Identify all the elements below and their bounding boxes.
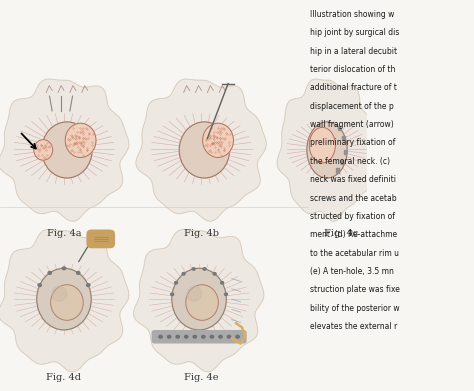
FancyBboxPatch shape bbox=[152, 331, 246, 343]
Ellipse shape bbox=[187, 286, 202, 301]
Ellipse shape bbox=[51, 285, 83, 320]
Circle shape bbox=[213, 273, 216, 275]
Ellipse shape bbox=[52, 286, 67, 301]
Ellipse shape bbox=[34, 140, 53, 160]
Text: additional fracture of t: additional fracture of t bbox=[310, 83, 397, 92]
Circle shape bbox=[176, 335, 179, 338]
Polygon shape bbox=[134, 230, 264, 372]
Bar bbox=[341, 160, 343, 164]
Text: (e) A ten-hole, 3.5 mn: (e) A ten-hole, 3.5 mn bbox=[310, 267, 394, 276]
Text: elevates the external r: elevates the external r bbox=[310, 322, 398, 331]
Circle shape bbox=[228, 335, 231, 338]
Text: screws and the acetab: screws and the acetab bbox=[310, 194, 397, 203]
Text: terior dislocation of th: terior dislocation of th bbox=[310, 65, 396, 74]
Bar bbox=[336, 169, 338, 172]
Ellipse shape bbox=[65, 123, 96, 158]
Circle shape bbox=[202, 335, 205, 338]
Circle shape bbox=[159, 335, 162, 338]
Ellipse shape bbox=[309, 127, 336, 163]
Circle shape bbox=[236, 335, 239, 338]
Text: structed by fixation of: structed by fixation of bbox=[310, 212, 395, 221]
FancyBboxPatch shape bbox=[87, 230, 114, 248]
Circle shape bbox=[87, 284, 90, 287]
Bar bbox=[337, 126, 340, 130]
Bar bbox=[344, 150, 346, 154]
Text: Fig. 4e: Fig. 4e bbox=[184, 373, 219, 382]
Ellipse shape bbox=[202, 123, 233, 158]
Circle shape bbox=[192, 268, 195, 270]
Polygon shape bbox=[277, 79, 376, 221]
Circle shape bbox=[210, 335, 214, 338]
Ellipse shape bbox=[36, 268, 91, 330]
Text: struction plate was fixe: struction plate was fixe bbox=[310, 285, 401, 294]
Circle shape bbox=[225, 293, 228, 296]
Text: to the acetabular rim u: to the acetabular rim u bbox=[310, 249, 400, 258]
Ellipse shape bbox=[179, 122, 229, 178]
Bar bbox=[367, 0, 474, 391]
Ellipse shape bbox=[172, 268, 226, 330]
Circle shape bbox=[184, 335, 188, 338]
Text: hip joint by surgical dis: hip joint by surgical dis bbox=[310, 28, 400, 37]
Text: Fig. 4c: Fig. 4c bbox=[324, 229, 358, 238]
Circle shape bbox=[221, 282, 224, 284]
Circle shape bbox=[203, 268, 206, 270]
Circle shape bbox=[63, 267, 65, 270]
Circle shape bbox=[77, 271, 80, 274]
Polygon shape bbox=[0, 230, 129, 372]
Text: neck was fixed definiti: neck was fixed definiti bbox=[310, 175, 396, 184]
Text: bility of the posterior w: bility of the posterior w bbox=[310, 304, 400, 313]
Text: the femoral neck. (c): the femoral neck. (c) bbox=[310, 157, 391, 166]
Text: ment. (d) Re-attachme: ment. (d) Re-attachme bbox=[310, 230, 398, 239]
Text: Fig. 4d: Fig. 4d bbox=[46, 373, 82, 382]
Ellipse shape bbox=[186, 285, 219, 320]
Circle shape bbox=[167, 335, 171, 338]
Polygon shape bbox=[0, 79, 129, 221]
Circle shape bbox=[174, 282, 177, 284]
Text: wall fragment (arrow): wall fragment (arrow) bbox=[310, 120, 394, 129]
Circle shape bbox=[38, 284, 41, 287]
Bar bbox=[342, 136, 345, 140]
Text: preliminary fixation of: preliminary fixation of bbox=[310, 138, 396, 147]
Ellipse shape bbox=[307, 122, 347, 178]
Polygon shape bbox=[136, 79, 266, 221]
Circle shape bbox=[182, 273, 185, 275]
Circle shape bbox=[171, 293, 173, 296]
Circle shape bbox=[48, 271, 51, 274]
Circle shape bbox=[219, 335, 222, 338]
Text: hip in a lateral decubit: hip in a lateral decubit bbox=[310, 47, 398, 56]
Text: Fig. 4b: Fig. 4b bbox=[184, 229, 219, 238]
Text: displacement of the p: displacement of the p bbox=[310, 102, 394, 111]
Text: Illustration showing w: Illustration showing w bbox=[310, 10, 395, 19]
Circle shape bbox=[193, 335, 196, 338]
Text: Fig. 4a: Fig. 4a bbox=[47, 229, 81, 238]
Ellipse shape bbox=[42, 122, 92, 178]
